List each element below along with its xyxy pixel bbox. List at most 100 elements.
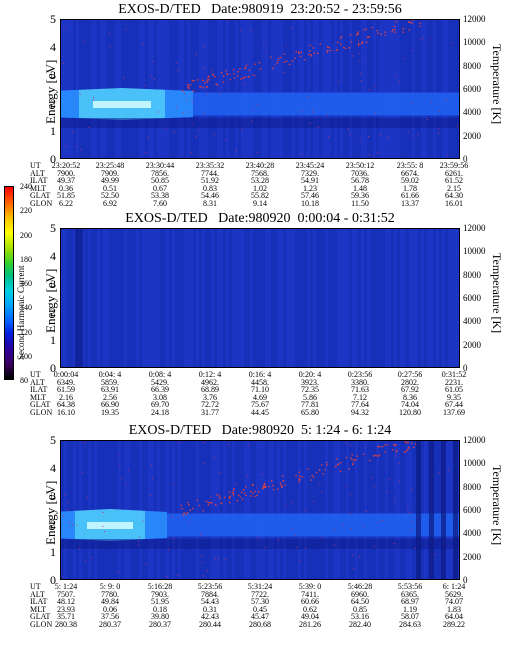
y-tick-label: 3 xyxy=(50,489,56,503)
background-streak xyxy=(451,229,454,367)
noise-speckle xyxy=(142,43,144,45)
background-streak xyxy=(400,229,403,367)
temperature-point xyxy=(378,454,381,456)
background-streak xyxy=(301,229,304,367)
background-streak xyxy=(280,441,283,579)
table-cell: 5.86 xyxy=(303,392,317,402)
temperature-point xyxy=(407,21,410,24)
emission-band-segment xyxy=(79,89,81,119)
y-tick-label: 2 xyxy=(50,305,56,319)
emission-band-segment xyxy=(69,511,71,539)
emission-band-segment xyxy=(189,90,191,118)
noise-speckle xyxy=(200,535,202,537)
emission-band-segment xyxy=(373,92,375,116)
emission-band-segment xyxy=(271,92,273,116)
noise-speckle xyxy=(118,455,120,457)
emission-band-core xyxy=(121,101,123,108)
table-cell: 53.38 xyxy=(151,191,169,200)
noise-speckle xyxy=(244,83,246,85)
background-streak xyxy=(376,441,379,579)
noise-speckle xyxy=(412,135,414,137)
emission-band-segment xyxy=(379,513,381,537)
y2-tick-label: 12000 xyxy=(463,223,486,233)
emission-band-segment xyxy=(207,513,209,537)
temperature-point xyxy=(212,73,214,76)
table-cell: 23:55: 8 xyxy=(396,161,424,170)
emission-band-segment xyxy=(155,89,157,119)
temperature-point xyxy=(215,493,218,496)
noise-speckle xyxy=(359,60,361,62)
temperature-point xyxy=(207,501,210,504)
emission-band-segment xyxy=(193,92,195,116)
emission-band-segment xyxy=(401,92,403,116)
emission-band-core xyxy=(89,522,91,529)
table-cell: 54.91 xyxy=(301,176,319,185)
emission-band-segment xyxy=(213,92,215,116)
background-streak xyxy=(277,229,280,367)
background-streak xyxy=(433,20,436,158)
emission-band-segment xyxy=(259,92,261,116)
table-cell: 289.22 xyxy=(443,619,465,629)
emission-band-segment xyxy=(175,513,177,537)
noise-speckle xyxy=(151,76,153,78)
background-streak xyxy=(409,20,412,158)
spectrogram-plot xyxy=(60,440,460,580)
emission-band-segment xyxy=(281,92,283,116)
temperature-point xyxy=(384,34,386,36)
colorbar-tick-label: 220 xyxy=(20,206,32,216)
emission-band-segment xyxy=(309,513,311,537)
temperature-point xyxy=(301,475,304,478)
background-streak xyxy=(373,229,376,367)
temperature-point xyxy=(228,491,231,493)
noise-speckle xyxy=(345,443,347,445)
noise-speckle xyxy=(72,131,74,133)
noise-speckle xyxy=(195,135,197,137)
emission-band-segment xyxy=(293,92,295,116)
emission-band-segment xyxy=(287,513,289,537)
emission-band-segment xyxy=(205,92,207,116)
emission-band-segment xyxy=(327,92,329,116)
background-streak xyxy=(151,229,154,367)
noise-speckle xyxy=(82,471,84,473)
background-streak xyxy=(445,441,448,579)
temperature-point xyxy=(192,507,194,510)
temperature-point xyxy=(298,51,300,54)
emission-band-segment xyxy=(241,513,243,537)
emission-band-segment xyxy=(79,510,81,540)
emission-band-segment xyxy=(223,513,225,537)
emission-band-segment xyxy=(283,513,285,537)
noise-speckle xyxy=(250,30,252,32)
emission-band-segment xyxy=(197,513,199,537)
emission-band-core xyxy=(97,522,99,529)
emission-band-segment xyxy=(185,90,187,118)
temperature-point xyxy=(358,42,360,45)
table-cell: 61.66 xyxy=(401,191,419,200)
emission-band-segment xyxy=(183,513,185,537)
noise-speckle xyxy=(235,484,237,486)
table-cell: 35.71 xyxy=(57,612,75,621)
table-cell: 4.69 xyxy=(253,392,267,402)
table-row-label: MLT xyxy=(30,604,47,614)
temperature-point xyxy=(186,511,189,514)
table-cell: 61.05 xyxy=(445,385,463,394)
background-streak xyxy=(241,441,244,579)
noise-speckle xyxy=(394,500,396,502)
temperature-point xyxy=(340,461,342,464)
background-streak xyxy=(181,229,184,367)
temperature-point xyxy=(350,40,353,43)
emission-band-segment xyxy=(69,90,71,118)
temperature-point xyxy=(187,501,189,504)
temperature-point xyxy=(240,491,243,494)
background-streak xyxy=(325,441,328,579)
temperature-point xyxy=(351,463,354,466)
temperature-point xyxy=(284,484,287,487)
background-streak xyxy=(274,20,277,158)
noise-speckle xyxy=(437,132,439,134)
background-streak xyxy=(325,20,328,158)
noise-speckle xyxy=(168,548,170,550)
emission-band-segment xyxy=(343,513,345,537)
emission-band-segment xyxy=(335,513,337,537)
emission-band-segment xyxy=(397,92,399,116)
background-streak xyxy=(379,229,382,367)
y2-tick-label: 10000 xyxy=(463,246,486,257)
